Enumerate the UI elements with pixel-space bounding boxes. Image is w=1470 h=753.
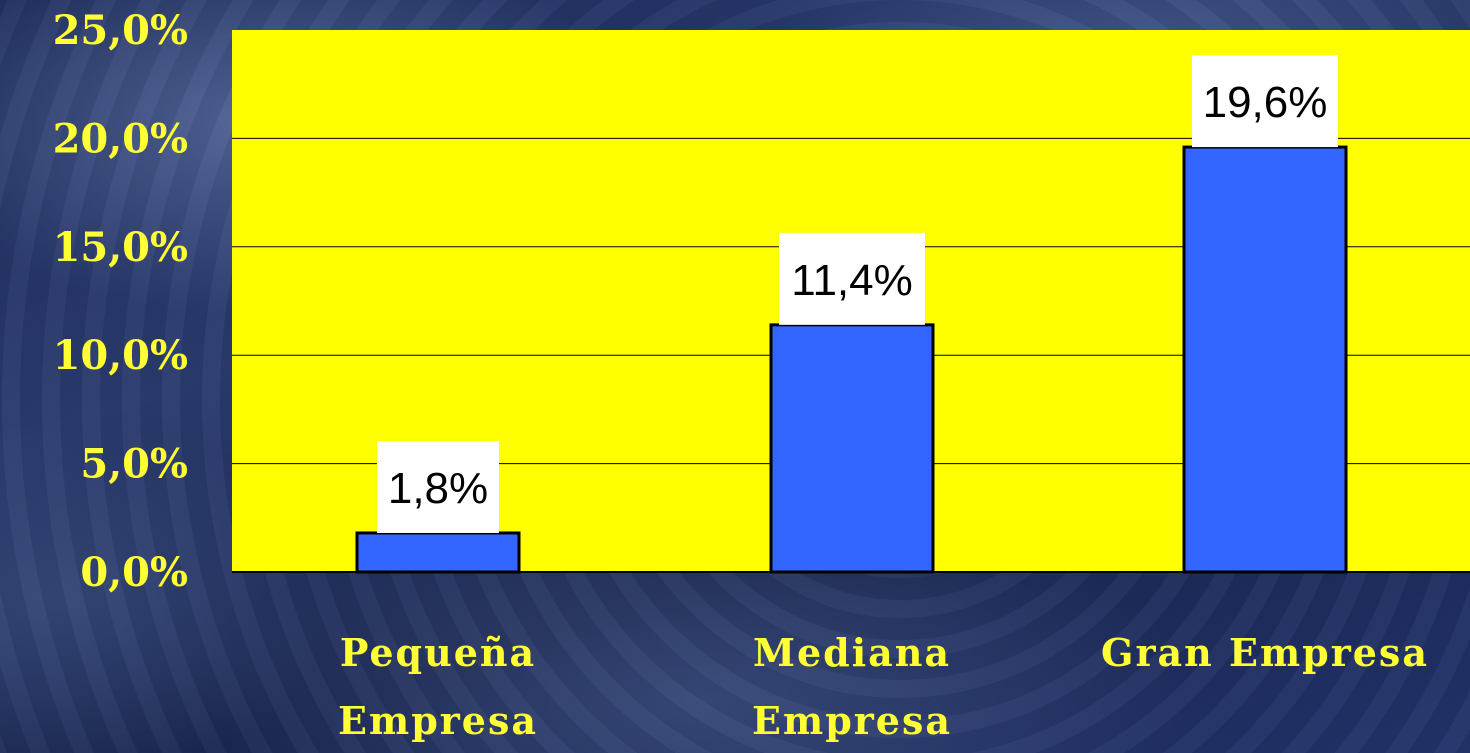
category-labels: Pequeña Empresa Mediana Empresa Gran Empresa xyxy=(338,630,1429,743)
data-labels: 1,8% 11,4% 19,6% xyxy=(377,55,1338,533)
category-label: Mediana xyxy=(753,630,951,675)
y-tick-label: 20,0% xyxy=(53,115,188,162)
data-label: 19,6% xyxy=(1203,78,1328,127)
y-axis-ticks: 0,0% 5,0% 10,0% 15,0% 20,0% 25,0% xyxy=(53,7,188,596)
bar xyxy=(355,531,521,574)
category-label: Pequeña xyxy=(340,630,536,675)
y-tick-label: 25,0% xyxy=(53,7,188,54)
category-label: Empresa xyxy=(338,698,538,743)
y-tick-label: 0,0% xyxy=(80,549,188,596)
data-label-box xyxy=(779,232,925,325)
bars xyxy=(355,145,1348,574)
y-tick-label: 15,0% xyxy=(53,224,188,271)
data-label: 1,8% xyxy=(388,464,488,513)
data-label-box xyxy=(377,440,499,533)
data-label-box xyxy=(1192,55,1338,148)
category-label: Empresa xyxy=(752,698,952,743)
bar xyxy=(769,323,935,574)
category-label: Gran Empresa xyxy=(1101,630,1429,675)
data-label: 11,4% xyxy=(791,256,913,305)
y-tick-label: 10,0% xyxy=(53,332,188,379)
bar xyxy=(1182,145,1348,574)
y-tick-label: 5,0% xyxy=(80,441,188,488)
